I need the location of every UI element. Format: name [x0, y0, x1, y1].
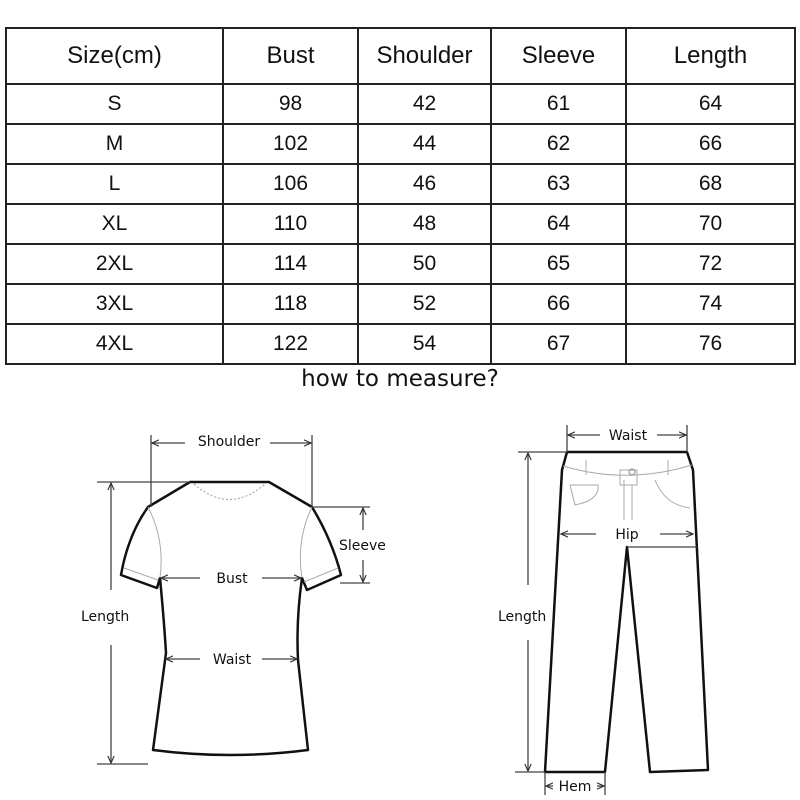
table-cell: S — [5, 83, 224, 125]
bust-label: Bust — [216, 571, 248, 587]
pants-length-label: Length — [498, 609, 546, 625]
shirt-waist-label: Waist — [213, 652, 252, 668]
table-row: 4XL 122 54 67 76 — [5, 323, 796, 365]
table-cell: L — [5, 163, 224, 205]
table-cell: 46 — [357, 163, 492, 205]
table-cell: 63 — [490, 163, 627, 205]
table-cell: M — [5, 123, 224, 165]
tshirt-diagram: Shoulder Sleeve Bust Length Waist — [81, 434, 386, 765]
table-cell: 114 — [222, 243, 359, 285]
hem-label: Hem — [559, 779, 592, 795]
pants-waist-label: Waist — [609, 428, 648, 444]
table-cell: 64 — [625, 83, 796, 125]
table-cell: 44 — [357, 123, 492, 165]
table-cell: 74 — [625, 283, 796, 325]
hip-label: Hip — [615, 527, 638, 543]
table-cell: 54 — [357, 323, 492, 365]
column-header: Size(cm) — [5, 27, 224, 85]
table-cell: 42 — [357, 83, 492, 125]
how-to-measure-title: how to measure? — [301, 366, 499, 392]
table-cell: 70 — [625, 203, 796, 245]
pants-diagram: Waist Hip Length Hem — [498, 425, 710, 795]
table-cell: 64 — [490, 203, 627, 245]
shirt-length-label: Length — [81, 609, 129, 625]
table-cell: 66 — [490, 283, 627, 325]
column-header: Shoulder — [357, 27, 492, 85]
table-cell: 106 — [222, 163, 359, 205]
table-cell: 102 — [222, 123, 359, 165]
table-header-row: Size(cm) Bust Shoulder Sleeve Length — [5, 27, 796, 85]
table-cell: 65 — [490, 243, 627, 285]
table-row: 3XL 118 52 66 74 — [5, 283, 796, 325]
table-cell: 52 — [357, 283, 492, 325]
table-cell: 98 — [222, 83, 359, 125]
table-cell: 50 — [357, 243, 492, 285]
table-cell: 3XL — [5, 283, 224, 325]
table-cell: 4XL — [5, 323, 224, 365]
table-row: 2XL 114 50 65 72 — [5, 243, 796, 285]
table-cell: 118 — [222, 283, 359, 325]
shoulder-label: Shoulder — [198, 434, 261, 450]
column-header: Bust — [222, 27, 359, 85]
column-header: Sleeve — [490, 27, 627, 85]
table-cell: 61 — [490, 83, 627, 125]
table-row: XL 110 48 64 70 — [5, 203, 796, 245]
table-cell: 68 — [625, 163, 796, 205]
table-cell: 2XL — [5, 243, 224, 285]
table-cell: 72 — [625, 243, 796, 285]
table-cell: 76 — [625, 323, 796, 365]
table-row: L 106 46 63 68 — [5, 163, 796, 205]
sleeve-label: Sleeve — [339, 538, 386, 554]
table-cell: 62 — [490, 123, 627, 165]
table-cell: 48 — [357, 203, 492, 245]
table-cell: 66 — [625, 123, 796, 165]
table-row: S 98 42 61 64 — [5, 83, 796, 125]
table-cell: 67 — [490, 323, 627, 365]
column-header: Length — [625, 27, 796, 85]
table-cell: 122 — [222, 323, 359, 365]
table-row: M 102 44 62 66 — [5, 123, 796, 165]
pants-outline — [543, 450, 710, 774]
tshirt-outline — [119, 480, 343, 757]
size-chart-table: Size(cm) Bust Shoulder Sleeve Length S 98 42 61… — [5, 27, 796, 365]
table-cell: XL — [5, 203, 224, 245]
table-cell: 110 — [222, 203, 359, 245]
